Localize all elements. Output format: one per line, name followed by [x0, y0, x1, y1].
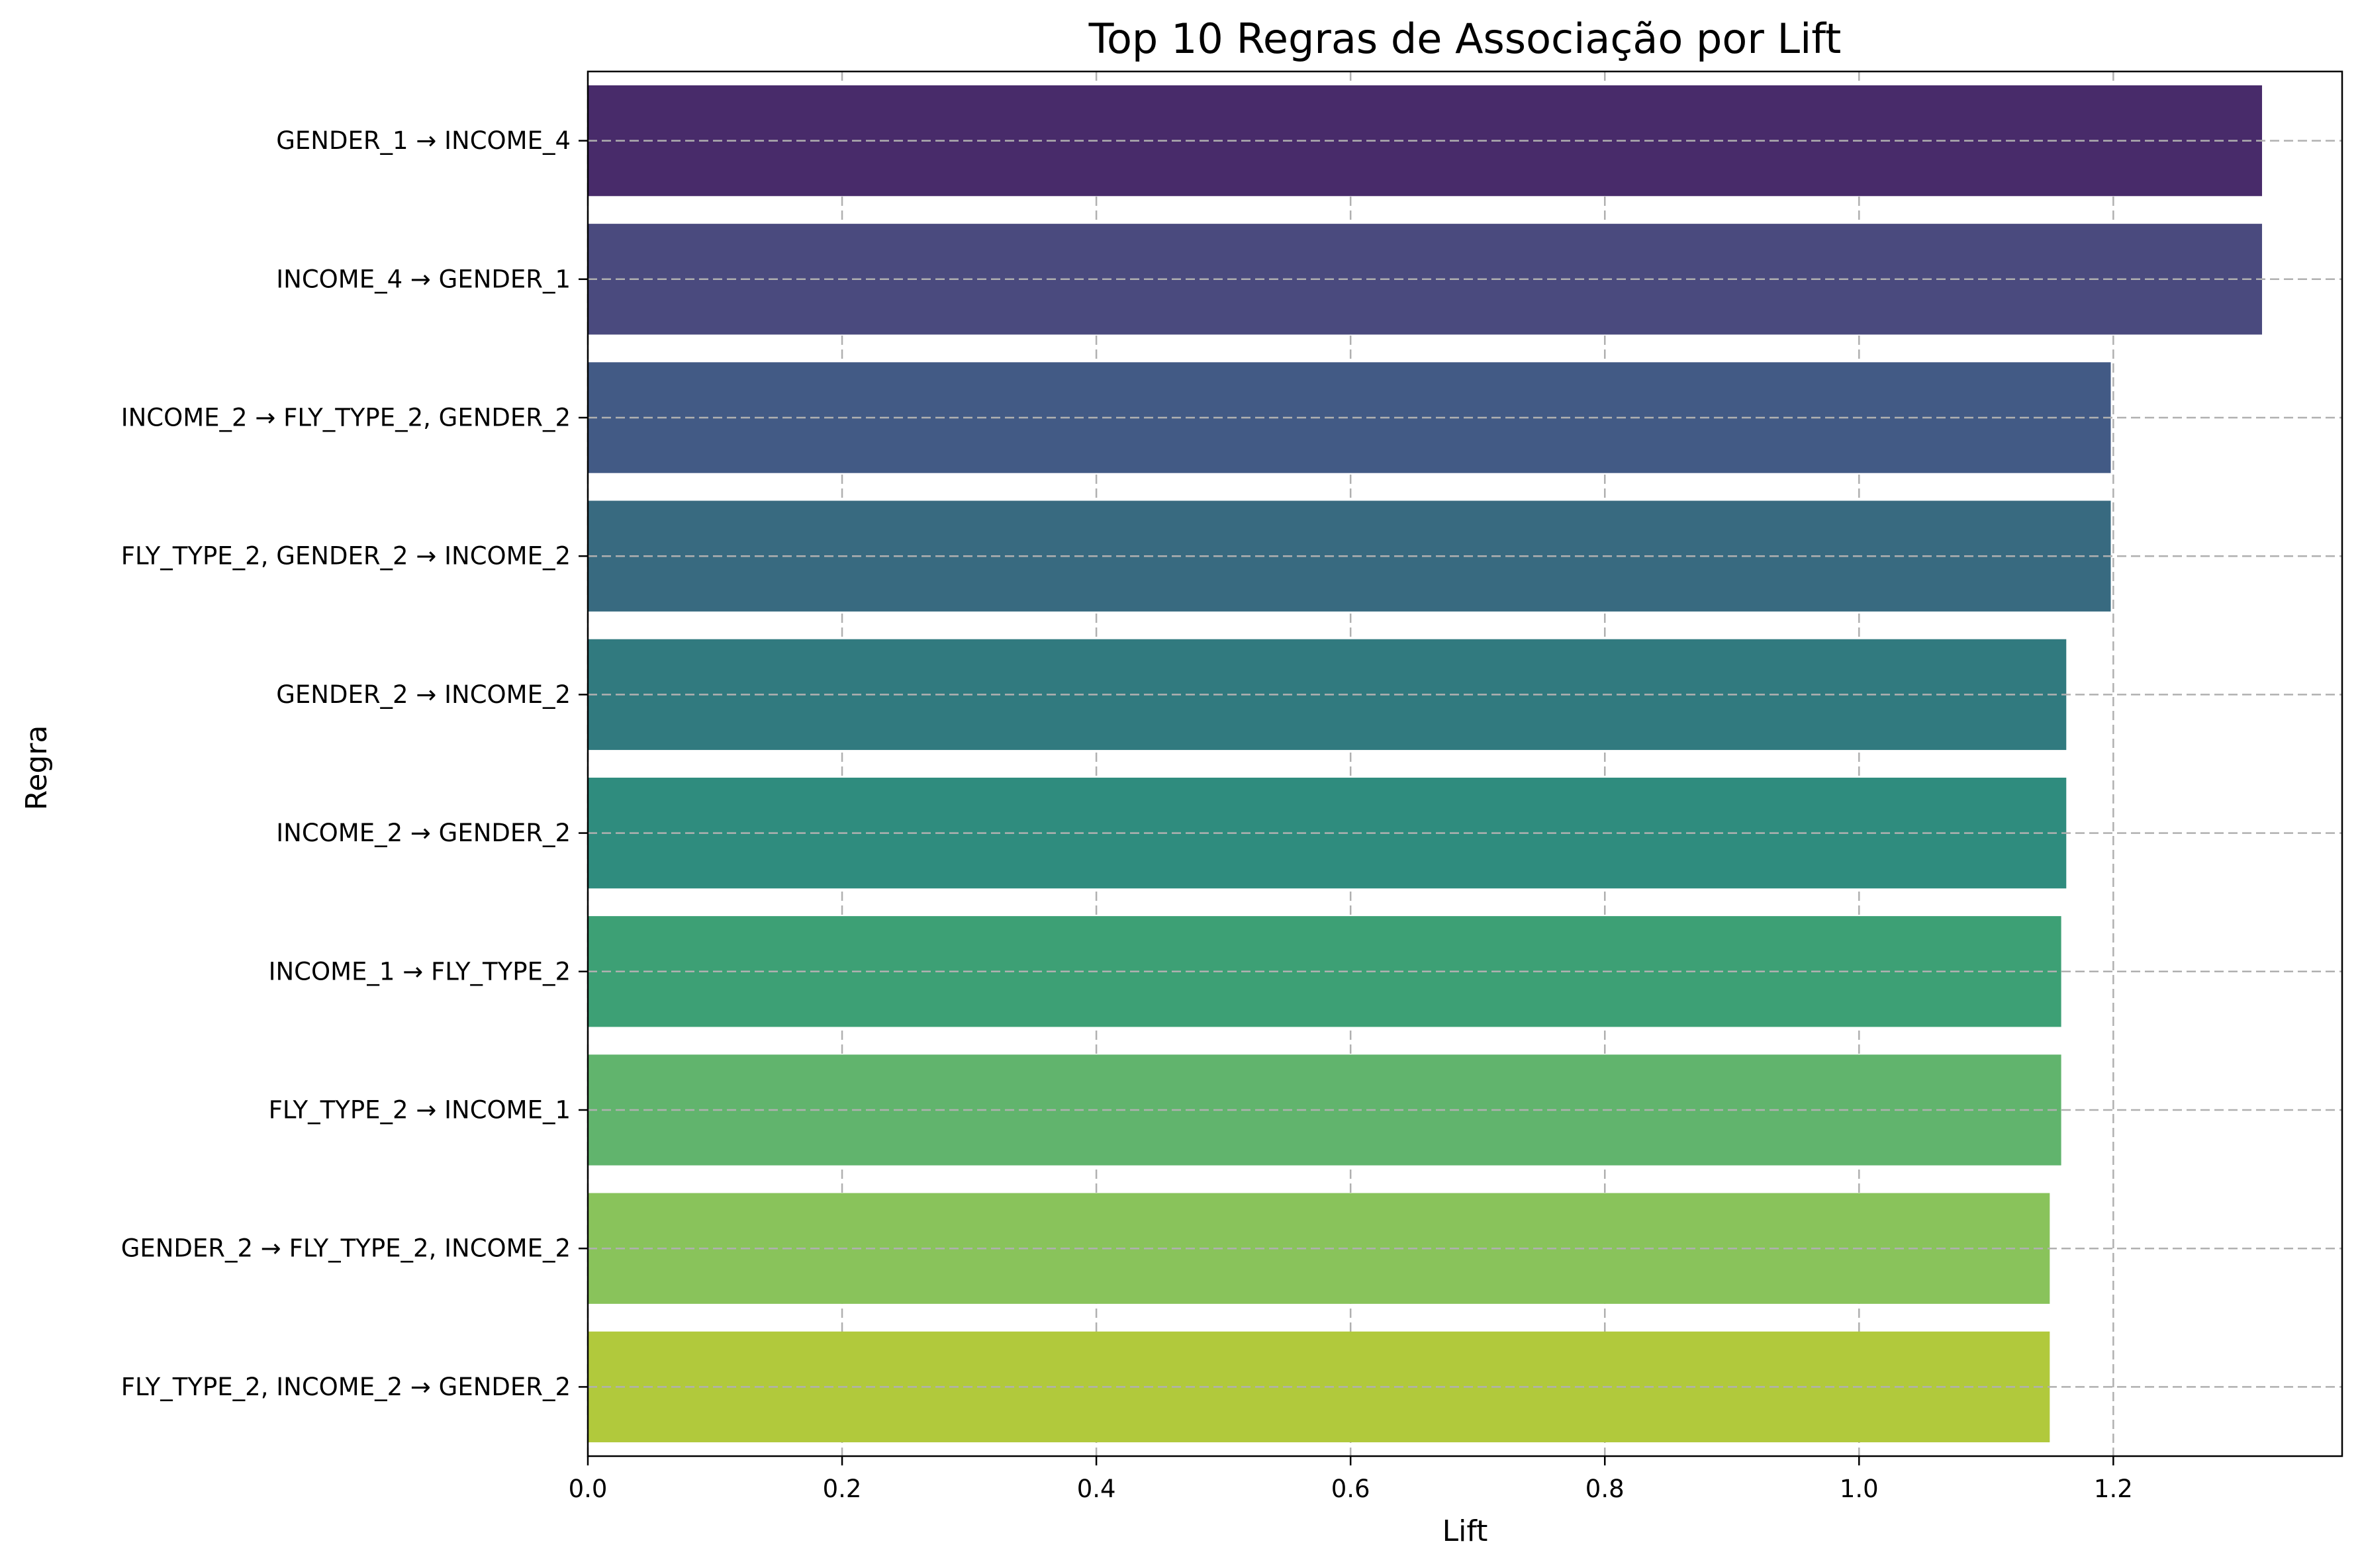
x-axis-label: Lift — [1442, 1514, 1488, 1548]
y-tick-label: FLY_TYPE_2 → INCOME_1 — [269, 1096, 571, 1125]
x-tick-label: 1.0 — [1840, 1475, 1879, 1503]
y-tick-label: INCOME_2 → GENDER_2 — [276, 819, 571, 847]
x-tick-label: 0.4 — [1077, 1475, 1116, 1503]
y-tick-label: INCOME_2 → FLY_TYPE_2, GENDER_2 — [121, 404, 571, 432]
y-tick-label: GENDER_1 → INCOME_4 — [276, 126, 571, 155]
x-tick-label: 0.2 — [823, 1475, 862, 1503]
x-tick-labels: 0.0 0.2 0.4 0.6 0.8 1.0 1.2 — [569, 1475, 2133, 1503]
plot-frame — [587, 70, 2343, 1457]
y-axis-label: Regra — [20, 725, 54, 811]
y-tick-label: GENDER_2 → FLY_TYPE_2, INCOME_2 — [121, 1234, 571, 1263]
horizontal-grid — [588, 140, 2342, 1388]
x-tick-label: 1.2 — [2094, 1475, 2133, 1503]
y-tick-label: GENDER_2 → INCOME_2 — [276, 680, 571, 709]
y-tick-label: FLY_TYPE_2, INCOME_2 → GENDER_2 — [121, 1373, 571, 1401]
y-tick-label: INCOME_1 → FLY_TYPE_2 — [269, 957, 571, 986]
x-tick-label: 0.0 — [569, 1475, 608, 1503]
axes — [579, 70, 2343, 1465]
y-tick-label: FLY_TYPE_2, GENDER_2 → INCOME_2 — [121, 542, 571, 571]
chart-title: Top 10 Regras de Associação por Lift — [1088, 15, 1842, 63]
bars — [588, 85, 2263, 1443]
x-tick-label: 0.6 — [1331, 1475, 1370, 1503]
y-tick-label: INCOME_4 → GENDER_1 — [276, 265, 571, 293]
x-tick-label: 0.8 — [1585, 1475, 1625, 1503]
y-tick-labels: GENDER_1 → INCOME_4 INCOME_4 → GENDER_1 IN… — [121, 126, 571, 1401]
